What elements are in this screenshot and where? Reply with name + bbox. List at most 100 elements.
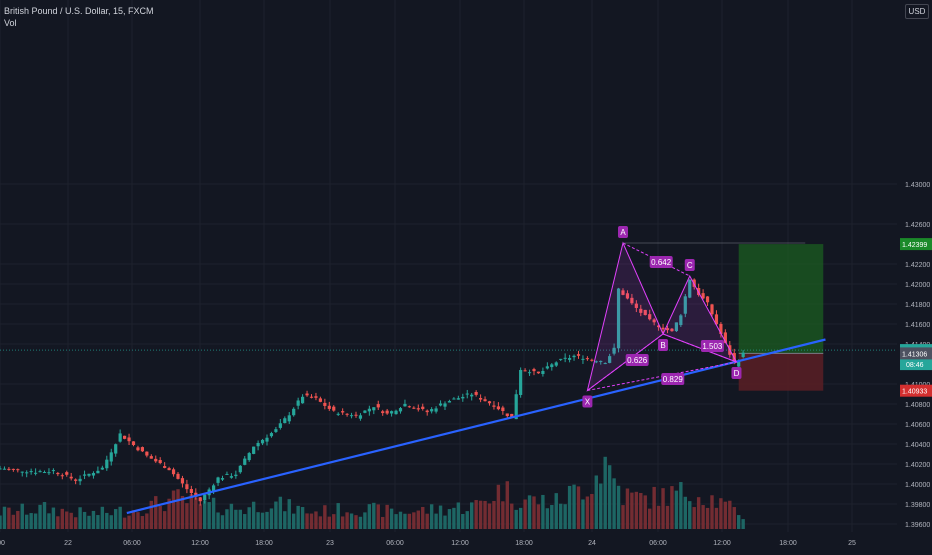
candle: [483, 399, 487, 402]
volume-bar: [363, 512, 367, 529]
volume-bar: [69, 512, 73, 529]
candle: [599, 360, 603, 362]
volume-bar: [198, 504, 202, 529]
volume-bar: [585, 496, 590, 529]
pattern-point-badge: [618, 226, 628, 238]
candle: [576, 354, 581, 356]
candle: [501, 407, 505, 412]
time-tick: 12:00: [191, 540, 209, 547]
candle: [265, 437, 269, 442]
candle: [532, 369, 536, 372]
candle: [256, 442, 260, 447]
time-tick: 12:00: [713, 540, 731, 547]
volume-bar: [714, 507, 719, 529]
volume-bar: [630, 492, 634, 529]
volume-bar: [118, 506, 122, 529]
trendline-group[interactable]: [0, 338, 897, 515]
volume-bar: [639, 492, 643, 529]
candle: [345, 413, 349, 415]
volume-bar: [656, 505, 661, 529]
candle: [225, 473, 229, 475]
candle: [527, 372, 532, 374]
volume-bar: [452, 507, 456, 529]
time-tick: 12:00: [451, 540, 469, 547]
candle: [421, 406, 425, 409]
candle: [394, 410, 398, 415]
volume-indicator-label[interactable]: Vol: [4, 18, 17, 28]
volume-bar: [518, 507, 523, 529]
volume-bar: [447, 509, 452, 529]
pattern-point-badge: [582, 395, 593, 408]
volume-bar: [100, 506, 105, 529]
candle: [167, 468, 171, 471]
pattern-leg: [587, 333, 664, 391]
volume-bar: [42, 502, 47, 529]
volume-bar: [136, 512, 140, 529]
volume-bar: [251, 501, 256, 529]
volume-bar: [559, 503, 563, 529]
candle: [0, 468, 2, 470]
countdown-tag-bg: [900, 358, 932, 371]
time-tick: 18:00: [515, 540, 533, 547]
volume-bar: [732, 507, 736, 529]
harmonic-pattern[interactable]: X A B C D 0.642 0.626 0.829 1.503: [582, 226, 806, 408]
candle: [247, 453, 251, 461]
position-zones[interactable]: [738, 244, 824, 391]
time-tick: 18:00: [779, 540, 797, 547]
candle: [145, 451, 149, 456]
currency-button[interactable]: USD: [905, 4, 929, 19]
volume-bar: [607, 465, 612, 529]
candle: [510, 413, 514, 418]
volume-bar: [11, 514, 16, 529]
volume-bar: [412, 512, 416, 529]
price-axis[interactable]: 1.43000 1.42600 1.42200 1.42000 1.41800 1.416…: [899, 0, 932, 550]
volume-bar: [621, 505, 625, 529]
volume-bar: [465, 511, 469, 529]
pattern-ratio-label: 0.626: [627, 356, 648, 365]
pattern-ratio-label: 0.642: [651, 258, 672, 267]
volume-bar: [73, 517, 78, 529]
candle: [572, 355, 576, 358]
price-tick: 1.41800: [905, 302, 930, 309]
stop-zone[interactable]: [738, 353, 824, 391]
candle: [648, 314, 652, 320]
candle: [465, 393, 469, 395]
candle: [376, 404, 380, 408]
candle: [630, 297, 634, 304]
volume-bar: [87, 515, 91, 529]
volume-bar: [603, 456, 607, 529]
volume-bar: [38, 504, 42, 529]
candle: [283, 418, 287, 424]
time-axis[interactable]: :00 22 06:00 12:00 18:00 23 06:00 12:00 18:00 24 0…: [0, 533, 932, 550]
candle: [416, 408, 420, 410]
volume-bar: [723, 501, 728, 529]
target-zone[interactable]: [738, 244, 824, 354]
volume-bar: [296, 505, 300, 529]
volume-bar: [470, 502, 474, 529]
trendline[interactable]: [126, 338, 826, 515]
candle: [318, 398, 322, 402]
candle: [136, 447, 140, 451]
volume-bar: [416, 510, 420, 529]
volume-bar: [7, 507, 11, 529]
volume-bar: [510, 503, 514, 529]
pattern-point-badge: [684, 259, 695, 271]
candle: [403, 403, 407, 407]
time-tick: 25: [848, 540, 856, 547]
candle: [661, 327, 665, 330]
volume-bar: [696, 497, 701, 529]
volume-bars: [0, 456, 745, 529]
volume-bar: [243, 514, 247, 529]
symbol-title[interactable]: British Pound / U.S. Dollar, 15, FXCM: [4, 6, 154, 16]
candle: [612, 347, 616, 354]
candle: [185, 484, 189, 490]
volume-bar: [376, 504, 380, 529]
volume-bar: [60, 508, 64, 529]
candle: [568, 358, 572, 360]
volume-bar: [612, 478, 616, 529]
volume-bar: [665, 505, 670, 529]
time-tick: 06:00: [649, 540, 667, 547]
volume-bar: [287, 499, 291, 529]
